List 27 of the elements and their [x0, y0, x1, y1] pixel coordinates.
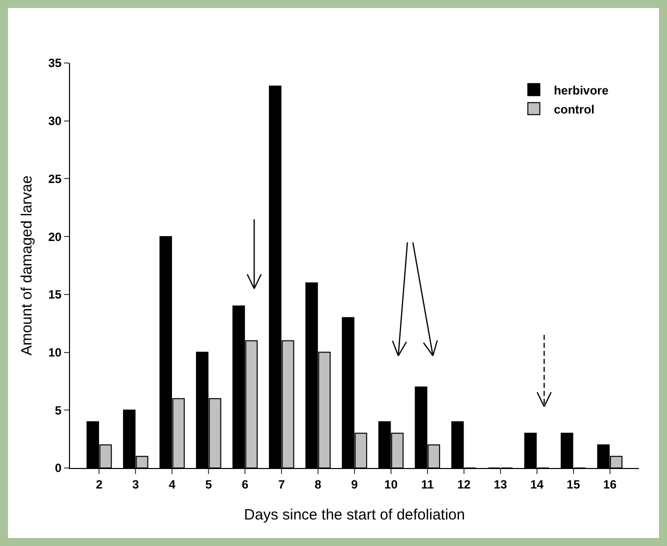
x-tick-label: 11: [421, 477, 434, 492]
x-tick-label: 16: [603, 477, 617, 492]
x-tick-label: 5: [205, 477, 212, 492]
y-tick-label: 25: [48, 172, 62, 186]
x-tick-label: 3: [132, 477, 140, 492]
x-tick-label: 8: [314, 477, 322, 492]
legend-label: control: [554, 102, 594, 116]
x-tick-label: 4: [168, 477, 176, 492]
x-tick-label: 12: [457, 477, 471, 492]
x-tick-label: 15: [566, 477, 580, 492]
legend-label: herbivore: [554, 83, 609, 98]
y-tick-label: 30: [48, 114, 62, 128]
x-tick-label: 14: [530, 477, 544, 492]
x-axis-title: Days since the start of defoliation: [244, 506, 465, 524]
y-tick-label: 5: [54, 403, 62, 418]
y-tick-label: 10: [48, 345, 62, 360]
x-tick-label: 10: [384, 477, 398, 492]
x-tick-label: 13: [494, 477, 508, 492]
y-axis-title: Amount of damaged larvae: [18, 175, 36, 356]
x-tick-label: 7: [278, 477, 286, 492]
y-tick-label: 0: [54, 461, 62, 476]
y-tick-label: 35: [48, 56, 62, 70]
y-tick-label: 20: [48, 230, 62, 244]
x-tick-label: 2: [96, 477, 103, 492]
x-tick-label: 9: [351, 477, 358, 492]
y-tick-label: 15: [48, 288, 62, 302]
x-tick-label: 6: [242, 477, 249, 492]
